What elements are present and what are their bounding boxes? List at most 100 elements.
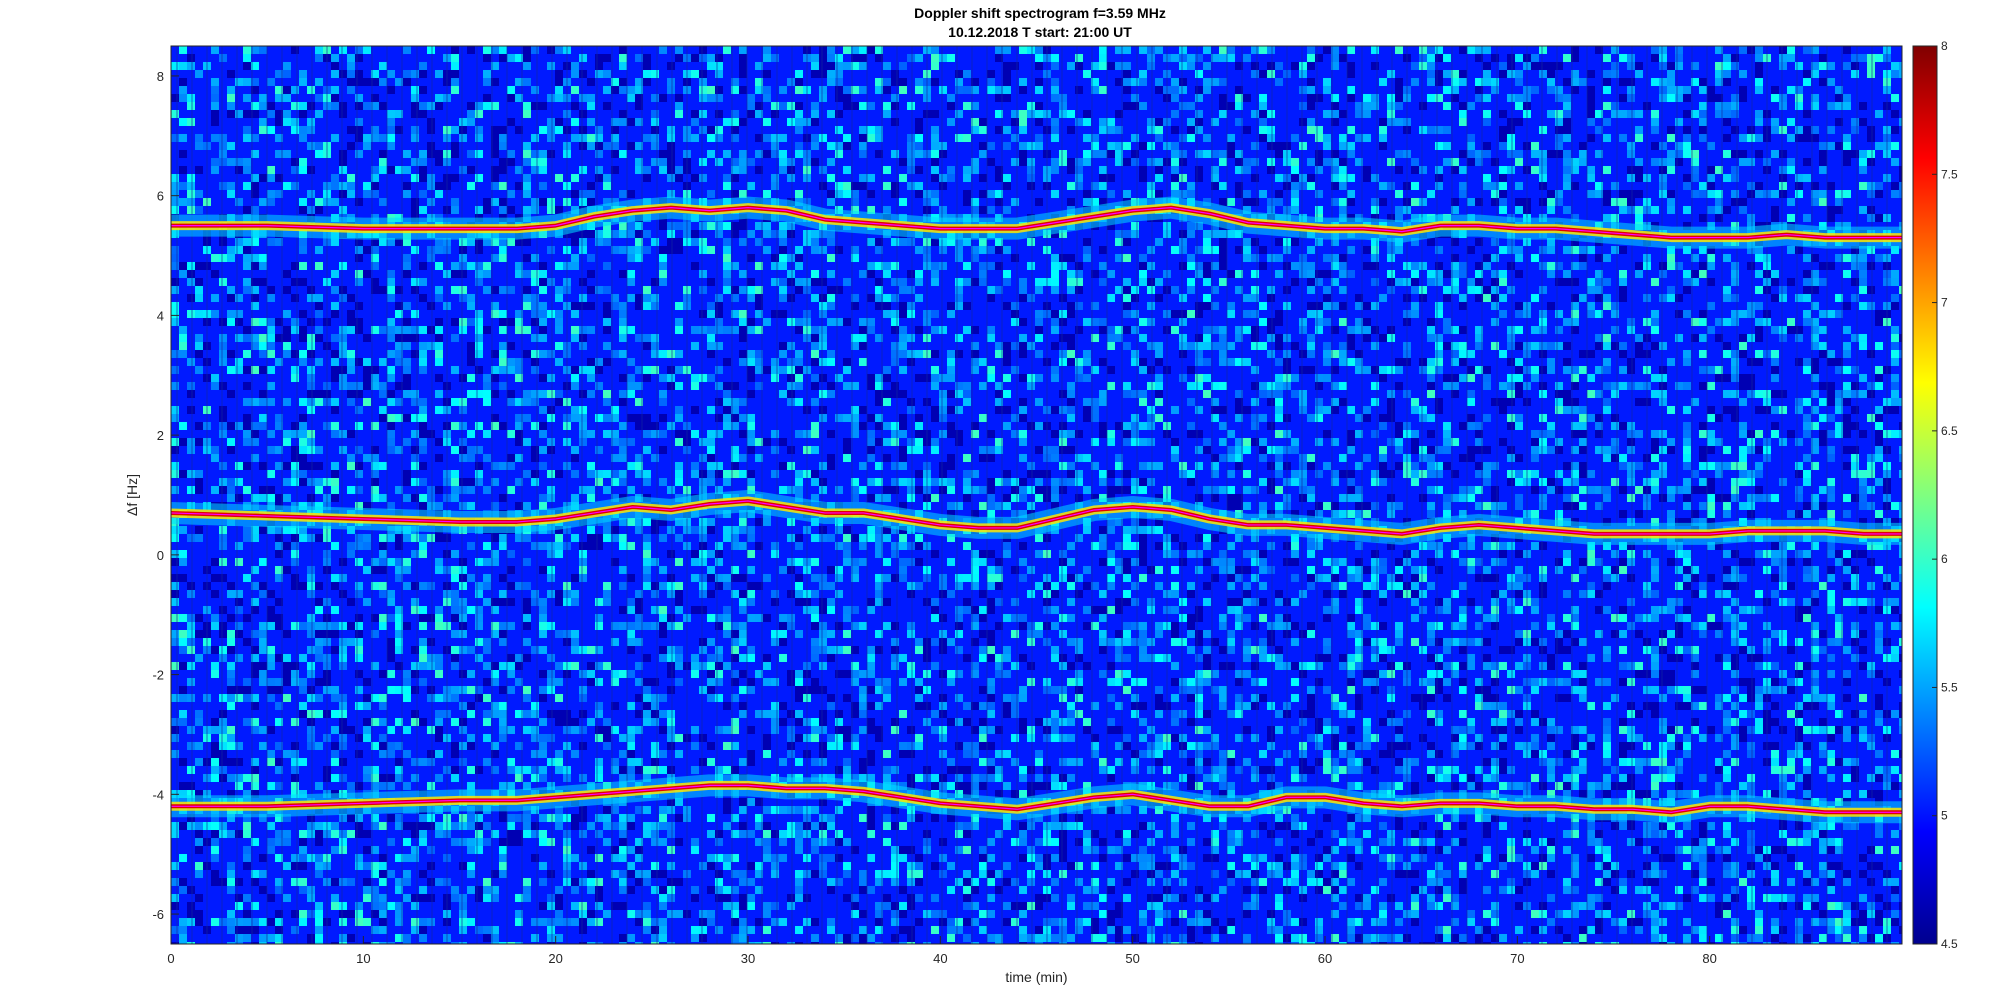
heatmap-cell [283,270,291,278]
heatmap-cell [971,342,979,350]
heatmap-cell [715,158,723,166]
heatmap-cell [1123,62,1131,70]
heatmap-cell [1611,342,1619,350]
heatmap-cell [875,374,883,382]
heatmap-cell [875,294,883,302]
heatmap-cell [523,302,531,310]
heatmap-cell [1667,86,1675,94]
heatmap-cell [1499,350,1507,358]
heatmap-cell [819,478,827,486]
heatmap-cell [1539,182,1547,190]
heatmap-cell [235,358,243,366]
heatmap-cell [675,110,683,118]
heatmap-cell [643,470,651,478]
heatmap-cell [539,270,547,278]
heatmap-cell [547,414,555,422]
heatmap-cell [1667,406,1675,414]
heatmap-cell [931,158,939,166]
heatmap-cell [1339,166,1347,174]
heatmap-cell [435,70,443,78]
heatmap-cell [1539,246,1547,254]
heatmap-cell [435,334,443,342]
heatmap-cell [1067,158,1075,166]
heatmap-cell [1627,62,1635,70]
heatmap-cell [1451,238,1459,246]
heatmap-cell [1059,406,1067,414]
heatmap-cell [1251,270,1259,278]
heatmap-cell [907,182,915,190]
heatmap-cell [715,430,723,438]
heatmap-cell [1099,262,1107,270]
heatmap-cell [1651,278,1659,286]
heatmap-cell [1555,382,1563,390]
heatmap-cell [1187,310,1195,318]
heatmap-cell [1779,174,1787,182]
heatmap-cell [931,310,939,318]
heatmap-cell [1555,406,1563,414]
heatmap-cell [1331,350,1339,358]
heatmap-cell [459,134,467,142]
heatmap-cell [891,318,899,326]
heatmap-cell [1459,358,1467,366]
heatmap-cell [523,286,531,294]
heatmap-cell [1195,70,1203,78]
heatmap-cell [1555,390,1563,398]
heatmap-cell [1275,398,1283,406]
heatmap-cell [1699,182,1707,190]
heatmap-cell [947,406,955,414]
heatmap-cell [611,230,619,238]
heatmap-cell [851,62,859,70]
heatmap-cell [619,46,627,54]
heatmap-cell [1035,278,1043,286]
heatmap-cell [1379,126,1387,134]
heatmap-cell [1595,342,1603,350]
heatmap-cell [763,438,771,446]
heatmap-cell [315,150,323,158]
heatmap-cell [1515,158,1523,166]
heatmap-cell [579,238,587,246]
heatmap-cell [195,278,203,286]
heatmap-cell [1675,142,1683,150]
heatmap-cell [259,414,267,422]
heatmap-cell [939,246,947,254]
heatmap-cell [963,382,971,390]
heatmap-cell [195,422,203,430]
heatmap-cell [259,94,267,102]
heatmap-cell [547,46,555,54]
heatmap-cell [699,374,707,382]
heatmap-cell [1483,374,1491,382]
heatmap-cell [1651,142,1659,150]
heatmap-cell [411,246,419,254]
heatmap-cell [707,310,715,318]
heatmap-cell [235,462,243,470]
heatmap-cell [1571,374,1579,382]
heatmap-cell [467,350,475,358]
heatmap-cell [403,318,411,326]
heatmap-cell [411,414,419,422]
heatmap-cell [1579,422,1587,430]
heatmap-cell [451,46,459,54]
heatmap-cell [371,190,379,198]
heatmap-cell [1171,150,1179,158]
heatmap-cell [1171,286,1179,294]
heatmap-cell [515,126,523,134]
heatmap-cell [1179,262,1187,270]
heatmap-cell [1603,166,1611,174]
heatmap-cell [1531,166,1539,174]
heatmap-cell [1483,94,1491,102]
heatmap-cell [195,166,203,174]
heatmap-cell [955,286,963,294]
heatmap-cell [1323,270,1331,278]
heatmap-cell [1683,350,1691,358]
heatmap-cell [523,206,531,214]
heatmap-cell [603,230,611,238]
heatmap-cell [1891,70,1899,78]
heatmap-cell [315,390,323,398]
heatmap-cell [931,406,939,414]
heatmap-cell [1715,334,1723,342]
heatmap-cell [971,206,979,214]
heatmap-cell [243,238,251,246]
heatmap-cell [315,310,323,318]
heatmap-cell [1675,62,1683,70]
heatmap-cell [763,46,771,54]
